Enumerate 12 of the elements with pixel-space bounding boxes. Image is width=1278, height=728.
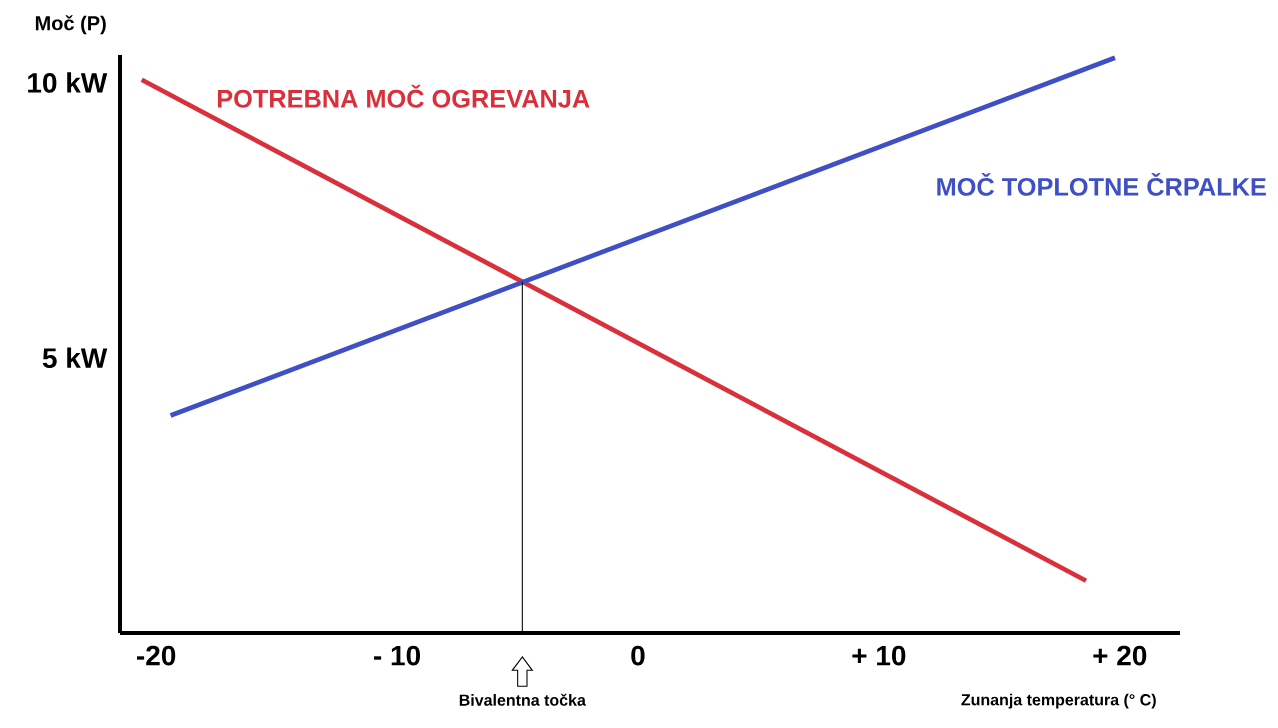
- x-tick-label: -20: [137, 645, 176, 666]
- x-tick-label: + 20: [1093, 645, 1147, 666]
- x-tick-label: - 10: [374, 645, 420, 666]
- x-tick-label: 0: [631, 645, 645, 666]
- ref-line-label: Bivalentna točka: [459, 693, 586, 706]
- y-axis-title: Moč (P): [35, 15, 106, 35]
- y-tick-label: 5 kW: [42, 347, 108, 369]
- series-label: MOČ TOPLOTNE ČRPALKE: [937, 172, 1266, 196]
- series-label: POTREBNA MOČ OGREVANJA: [217, 84, 590, 108]
- x-tick-label: + 10: [852, 645, 906, 666]
- y-tick-label: 10 kW: [28, 72, 108, 93]
- x-axis-title: Zunanja temperatura (° C): [961, 693, 1156, 709]
